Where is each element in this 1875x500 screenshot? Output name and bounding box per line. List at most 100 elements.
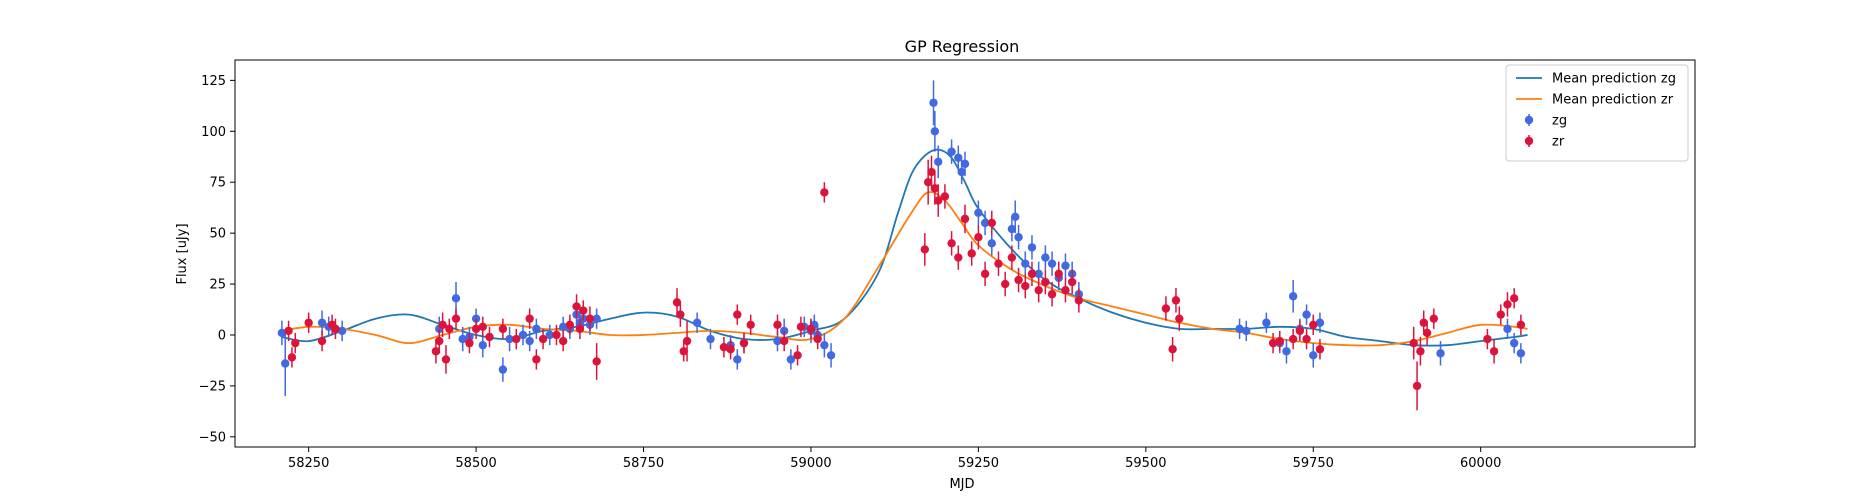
zr-data-point [960, 204, 970, 234]
zr-marker [1422, 328, 1432, 338]
zg-marker [820, 340, 829, 350]
zg-data-point [929, 80, 938, 126]
zr-marker [1161, 304, 1171, 313]
zg-data-point [706, 328, 715, 350]
zg-data-point [1262, 312, 1271, 333]
zr-marker [1429, 314, 1439, 323]
zg-data-point [1021, 251, 1030, 276]
zr-marker [471, 324, 481, 334]
y-tick-label: 25 [209, 278, 226, 293]
zr-data-point [451, 308, 461, 329]
zr-marker [1014, 275, 1023, 285]
zg-data-point [1516, 343, 1526, 364]
zr-marker [317, 336, 327, 346]
zg-data-point [277, 320, 287, 346]
zr-data-point [1268, 332, 1278, 354]
zr-marker [1309, 320, 1318, 329]
zr-data-point [920, 233, 930, 266]
zr-marker [525, 314, 534, 323]
zr-marker [538, 334, 548, 344]
zr-marker [1489, 347, 1499, 356]
zr-marker [438, 320, 447, 329]
y-tick-label: 75 [209, 176, 226, 191]
zr-data-point [538, 328, 548, 350]
zg-marker [1041, 253, 1050, 262]
zg-marker [1242, 326, 1251, 336]
zr-marker [1503, 300, 1512, 309]
zg-data-point [592, 308, 601, 329]
zr-marker [1315, 345, 1325, 354]
zr-marker [733, 310, 742, 319]
legend-entry: zr [1524, 135, 1565, 150]
zr-data-point [1295, 320, 1305, 342]
zg-marker [1034, 269, 1043, 279]
zr-data-point [435, 328, 444, 354]
y-tick-label: 50 [209, 227, 226, 242]
zr-marker [558, 336, 568, 346]
zg-marker [558, 322, 568, 332]
zg-marker [1007, 224, 1017, 234]
zr-marker [284, 326, 293, 336]
chart-title: GP Regression [905, 37, 1020, 56]
zr-marker [1027, 269, 1037, 279]
zr-data-point [1496, 304, 1505, 325]
zr-data-point [682, 320, 692, 362]
zg-marker [692, 318, 702, 327]
zr-data-point [441, 345, 451, 374]
zg-marker [1027, 243, 1037, 252]
zg-marker [505, 334, 514, 344]
zg-marker [929, 98, 938, 107]
x-tick-label: 59250 [958, 456, 999, 471]
zr-data-point [284, 320, 293, 342]
zr-data-point [1061, 277, 1070, 303]
zg-marker [1516, 349, 1526, 358]
zr-data-point [1161, 296, 1171, 321]
zr-marker [806, 324, 816, 334]
zr-marker [960, 214, 970, 224]
zg-data-point [1242, 320, 1251, 342]
zr-marker [532, 355, 541, 364]
zg-data-point [820, 332, 829, 358]
zr-marker [987, 218, 996, 228]
zg-marker [930, 127, 940, 136]
x-tick-label: 58250 [288, 456, 329, 471]
zr-data-point [1034, 277, 1043, 303]
zr-data-point [498, 318, 508, 340]
zg-marker [1282, 347, 1291, 356]
zr-marker [1412, 381, 1422, 391]
zr-data-point [733, 304, 742, 325]
zr-data-point [465, 332, 474, 354]
zg-marker [773, 336, 782, 346]
zg-marker [1011, 212, 1020, 222]
zr-marker [679, 347, 688, 356]
zr-data-point [565, 314, 575, 335]
zg-marker [1262, 318, 1271, 327]
zr-marker [435, 336, 444, 346]
zr-data-point [1014, 267, 1023, 293]
zg-marker [706, 334, 715, 344]
zr-marker [796, 322, 806, 332]
zr-data-point [1074, 288, 1084, 313]
zr-marker [287, 353, 297, 362]
x-tick-label: 59000 [790, 456, 831, 471]
y-axis-label: Flux [uJy] [175, 223, 190, 284]
x-axis-ticks: 58250 58500 58750 59000 59250 59500 59750 60000 [288, 447, 1501, 471]
zg-marker [1309, 351, 1318, 360]
zg-marker [934, 157, 943, 167]
legend-label: zr [1552, 135, 1565, 150]
zr-data-point [806, 318, 816, 340]
zr-marker [980, 269, 990, 279]
zr-data-point [796, 316, 806, 338]
zg-marker [974, 208, 983, 217]
zr-marker [1175, 314, 1184, 323]
legend-entry: Mean prediction zg [1516, 72, 1676, 87]
zr-marker [1067, 277, 1077, 287]
zr-data-point [927, 155, 936, 189]
zr-marker [974, 233, 983, 242]
zg-marker [980, 218, 990, 228]
zr-data-point [813, 328, 822, 350]
zg-marker [532, 324, 541, 334]
zr-marker [1295, 326, 1305, 336]
zr-marker [779, 336, 789, 346]
x-tick-label: 58750 [623, 456, 664, 471]
